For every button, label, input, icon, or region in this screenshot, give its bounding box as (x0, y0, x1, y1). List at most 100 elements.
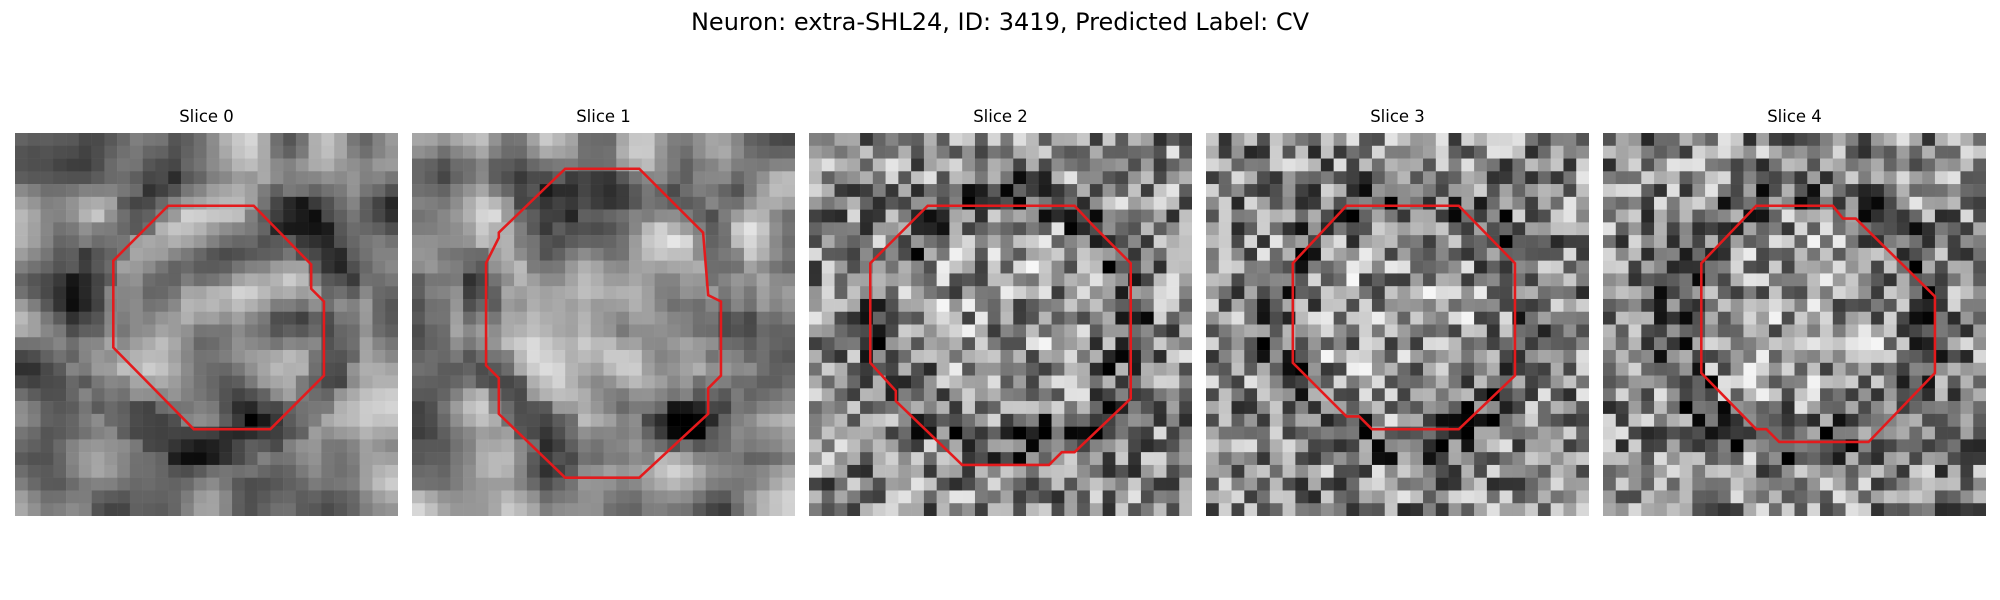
pixel (1499, 184, 1513, 198)
pixel (692, 273, 706, 287)
pixel (334, 273, 348, 287)
pixel (731, 362, 745, 376)
pixel (1218, 439, 1232, 453)
pixel (91, 490, 105, 504)
pixel (91, 158, 105, 172)
pixel (898, 273, 912, 287)
pixel (885, 490, 899, 504)
pixel (1832, 362, 1846, 376)
pixel (1768, 464, 1782, 478)
pixel (412, 145, 426, 159)
pixel (1934, 464, 1948, 478)
pixel (180, 362, 194, 376)
pixel (232, 158, 246, 172)
pixel (206, 388, 220, 402)
pixel (1960, 196, 1974, 210)
pixel (180, 235, 194, 249)
pixel (501, 401, 515, 415)
pixel (731, 477, 745, 491)
pixel (66, 401, 80, 415)
pixel (1666, 388, 1680, 402)
pixel (385, 286, 398, 300)
pixel (885, 171, 899, 185)
pixel (1807, 171, 1821, 185)
pixel (680, 350, 694, 364)
pixel (809, 401, 823, 415)
pixel (590, 171, 604, 185)
pixel (718, 413, 732, 427)
pixel (847, 184, 861, 198)
pixel (590, 426, 604, 440)
pixel (1218, 298, 1232, 312)
pixel (1705, 388, 1719, 402)
pixel (1423, 171, 1437, 185)
pixel (692, 145, 706, 159)
pixel (654, 196, 668, 210)
pixel (1410, 452, 1424, 466)
pixel (1423, 222, 1437, 236)
pixel (244, 273, 258, 287)
pixel (117, 388, 131, 402)
pixel (1615, 311, 1629, 325)
pixel (1474, 413, 1488, 427)
pixel (1896, 477, 1910, 491)
pixel (1922, 184, 1936, 198)
pixel (1934, 362, 1948, 376)
pixel (847, 452, 861, 466)
pixel (1550, 311, 1564, 325)
pixel (104, 158, 118, 172)
pixel (1384, 145, 1398, 159)
pixel (1461, 311, 1475, 325)
pixel (270, 133, 284, 147)
pixel (1371, 133, 1385, 147)
pixel (385, 388, 398, 402)
pixel (898, 324, 912, 338)
pixel (1218, 196, 1232, 210)
pixel (1077, 158, 1091, 172)
pixel (987, 184, 1001, 198)
pixel (1743, 158, 1757, 172)
pixel (488, 133, 502, 147)
pixel (974, 350, 988, 364)
pixel (168, 413, 182, 427)
pixel (1858, 375, 1872, 389)
pixel (488, 196, 502, 210)
pixel (1257, 464, 1271, 478)
pixel (1166, 260, 1180, 274)
pixel (514, 413, 528, 427)
pixel (1512, 490, 1526, 504)
pixel (1692, 324, 1706, 338)
pixel (847, 133, 861, 147)
pixel (1282, 158, 1296, 172)
pixel (501, 260, 515, 274)
pixel (539, 247, 553, 261)
pixel (1883, 298, 1897, 312)
pixel (488, 439, 502, 453)
pixel (1206, 350, 1220, 364)
pixel (949, 362, 963, 376)
pixel (1922, 337, 1936, 351)
pixel (283, 350, 297, 364)
pixel (769, 477, 783, 491)
pixel (1576, 145, 1589, 159)
pixel (1013, 209, 1027, 223)
pixel (1140, 490, 1154, 504)
pixel (1282, 413, 1296, 427)
pixel (1909, 209, 1923, 223)
pixel (1896, 490, 1910, 504)
pixel (526, 158, 540, 172)
pixel (949, 388, 963, 402)
pixel (1615, 260, 1629, 274)
pixel (1179, 337, 1192, 351)
pixel (1051, 337, 1065, 351)
pixel (1397, 235, 1411, 249)
pixel (66, 260, 80, 274)
pixel (539, 145, 553, 159)
pixel (1308, 464, 1322, 478)
pixel (692, 439, 706, 453)
pixel (1832, 490, 1846, 504)
pixel (155, 222, 169, 236)
pixel (1576, 401, 1589, 415)
pixel (1947, 362, 1961, 376)
pixel (641, 350, 655, 364)
